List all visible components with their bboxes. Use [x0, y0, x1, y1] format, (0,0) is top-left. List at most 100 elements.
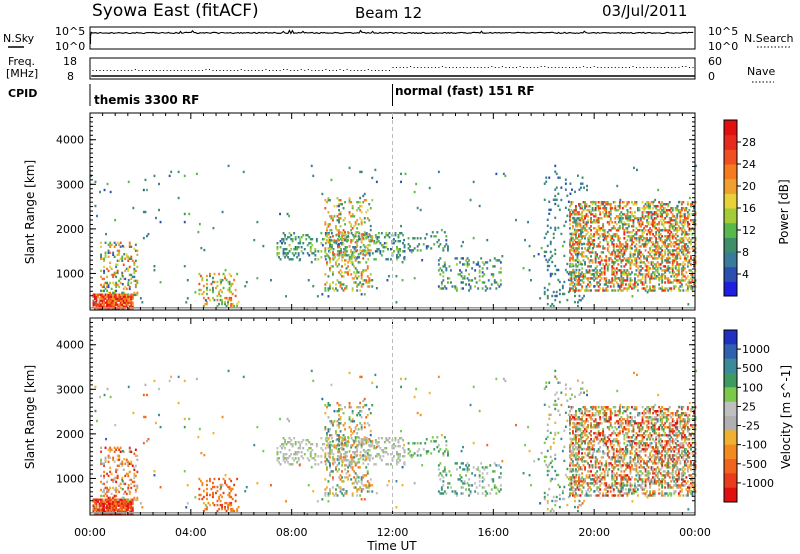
power-cell [614, 227, 617, 230]
power-cell [234, 294, 237, 298]
velocity-cell [113, 512, 116, 515]
power-cell [661, 213, 664, 216]
velocity-cell [366, 414, 369, 417]
power-cell [144, 210, 147, 214]
power-cell [655, 217, 658, 220]
power-cell [221, 290, 223, 294]
power-cell [324, 249, 327, 252]
velocity-cell [396, 463, 398, 466]
power-cell [573, 243, 576, 246]
power-cell [624, 249, 627, 252]
nave-dot [141, 70, 143, 71]
power-cell [97, 307, 99, 310]
velocity-cell [110, 502, 113, 505]
power-cell [686, 249, 689, 252]
nave-dot [660, 67, 662, 68]
power-cell [447, 247, 449, 250]
velocity-cell [573, 464, 576, 467]
power-cell [634, 201, 636, 204]
power-cell [440, 283, 443, 286]
velocity-cell [360, 438, 363, 441]
power-cell [668, 287, 671, 290]
nave-dot [625, 67, 627, 68]
power-cell [656, 267, 659, 270]
power-cell [95, 295, 98, 298]
velocity-cell [119, 512, 122, 515]
power-cell [109, 303, 112, 306]
power-cell [579, 219, 582, 222]
velocity-cell [98, 498, 101, 501]
power-cell [360, 271, 363, 274]
power-cell [110, 287, 113, 291]
power-cell [658, 223, 661, 226]
velocity-cell [115, 448, 118, 451]
power-cell [680, 279, 683, 282]
power-cell [353, 265, 356, 268]
power-cell [575, 233, 577, 236]
velocity-cell [297, 447, 300, 450]
power-cell [569, 257, 571, 260]
power-cell [539, 297, 542, 300]
power-cell [96, 214, 98, 218]
velocity-cell [122, 506, 125, 509]
power-cell [612, 283, 615, 286]
velocity-cell [341, 448, 343, 451]
power-cell [652, 219, 654, 222]
power-cell [296, 256, 299, 259]
power-cell [585, 229, 588, 232]
velocity-cell [569, 397, 572, 400]
nave-dot [561, 67, 563, 68]
power-cell [572, 259, 574, 262]
power-cell [343, 248, 345, 251]
power-cell [643, 283, 645, 286]
power-cell [357, 223, 360, 226]
power-cell [594, 253, 597, 256]
power-cell [649, 287, 651, 290]
power-cell [623, 287, 626, 290]
velocity-cell [344, 492, 346, 495]
velocity-cell [354, 436, 357, 439]
power-cell [314, 258, 317, 261]
power-cell [602, 251, 605, 254]
velocity-cell [445, 444, 448, 447]
velocity-cell [366, 472, 369, 475]
velocity-cell [359, 443, 362, 446]
power-cell [600, 273, 603, 276]
power-cell [614, 207, 617, 210]
power-cell [107, 293, 110, 296]
power-cell [363, 217, 366, 220]
power-cell [670, 231, 673, 234]
velocity-cell [311, 449, 314, 452]
power-cell [580, 182, 582, 185]
nave-dot [321, 70, 323, 71]
power-cell [580, 230, 582, 234]
power-cell [437, 170, 440, 174]
power-cell [621, 247, 624, 250]
nave-dot [223, 70, 225, 71]
power-cell [127, 299, 130, 302]
velocity-cell [546, 501, 549, 505]
power-cell [585, 233, 588, 236]
power-cell [549, 240, 552, 244]
power-cell [356, 227, 359, 230]
velocity-cell [113, 460, 116, 463]
velocity-cell [113, 488, 116, 492]
power-cell [495, 281, 498, 284]
power-cell [680, 209, 683, 212]
nave-dot [329, 70, 330, 71]
power-cell [368, 233, 371, 236]
velocity-cell [385, 451, 388, 454]
velocity-cell [352, 439, 355, 442]
velocity-cell [119, 508, 122, 511]
power-cell [680, 203, 683, 206]
power-cell [228, 272, 231, 276]
power-cell [397, 236, 400, 239]
power-cell [170, 170, 173, 174]
power-cell [314, 254, 317, 257]
power-cell [602, 271, 605, 274]
power-cell [594, 219, 597, 222]
power-cell [324, 255, 327, 258]
velocity-cell [327, 452, 330, 455]
power-cell [653, 211, 656, 214]
power-cell [373, 240, 376, 243]
